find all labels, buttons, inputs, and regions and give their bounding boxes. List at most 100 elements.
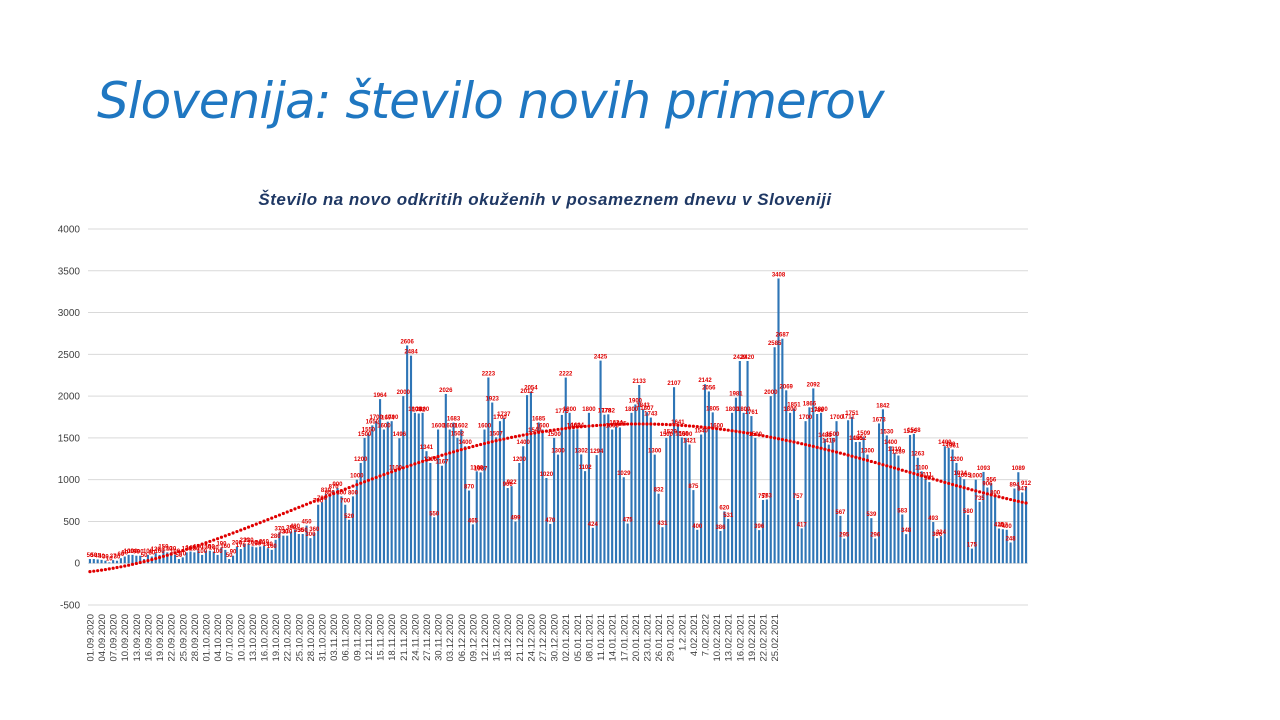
bar xyxy=(889,446,892,564)
y-tick-label: 4000 xyxy=(58,225,81,236)
bar xyxy=(642,409,645,564)
x-tick-label: 29.01.2021 xyxy=(666,614,677,662)
y-axis: -500 0 500 1000 1500 2000 2500 3000 3500 4000 xyxy=(58,225,81,612)
data-label: 150 xyxy=(201,545,212,551)
trend-point xyxy=(312,499,316,503)
trend-point xyxy=(629,422,634,426)
data-label: 1782 xyxy=(602,408,616,414)
data-label: 150 xyxy=(205,545,216,551)
data-label: 1263 xyxy=(911,452,925,458)
bar xyxy=(742,412,745,564)
data-label: 70 xyxy=(179,551,186,557)
data-label: 1509 xyxy=(857,431,871,437)
data-label: 1089 xyxy=(1012,466,1026,472)
data-label: 520 xyxy=(344,514,355,520)
bar xyxy=(131,554,134,564)
bar xyxy=(556,454,560,564)
bar xyxy=(204,550,208,564)
data-label: 1711 xyxy=(842,414,856,420)
data-label: 1700 xyxy=(385,415,399,421)
x-tick-label: 25.10.2020 xyxy=(294,614,305,662)
trend-point xyxy=(540,430,545,434)
x-tick-label: 20.01.2021 xyxy=(631,614,642,662)
trend-point xyxy=(680,423,684,427)
bar xyxy=(1021,492,1024,564)
data-label: 1964 xyxy=(373,393,387,399)
bar xyxy=(978,501,981,564)
trend-point xyxy=(324,495,328,499)
bar xyxy=(928,482,931,564)
data-label: 50 xyxy=(176,553,183,559)
data-label: 870 xyxy=(329,485,340,491)
bar xyxy=(270,549,273,564)
data-label: 531 xyxy=(723,513,734,519)
data-label: 583 xyxy=(897,509,908,515)
x-tick-label: 07.10.2020 xyxy=(225,614,236,662)
data-label: 757 xyxy=(758,494,769,500)
trend-point xyxy=(362,480,367,484)
data-label: 50 xyxy=(90,553,97,559)
data-label: 1087 xyxy=(474,466,488,472)
trend-point xyxy=(769,435,773,439)
x-tick-label: 22.10.2020 xyxy=(283,614,294,662)
data-label: 90 xyxy=(137,550,144,556)
x-tick-label: 27.12.2020 xyxy=(538,614,549,662)
slide-title: Slovenija: število novih primerov xyxy=(97,72,884,130)
x-tick-label: 16.02.2021 xyxy=(735,614,746,662)
trend-point xyxy=(997,495,1001,499)
data-label: 248 xyxy=(1006,537,1017,543)
bar xyxy=(181,557,184,564)
trend-point xyxy=(811,444,815,448)
data-label: 80 xyxy=(148,551,155,557)
trend-point xyxy=(154,556,158,561)
data-label: 1507 xyxy=(489,431,503,437)
trend-point xyxy=(134,561,138,566)
trend-point xyxy=(343,487,347,491)
bar xyxy=(502,418,505,564)
trend-point xyxy=(850,454,854,458)
data-label: 1673 xyxy=(872,417,886,423)
bar xyxy=(495,437,498,564)
bar xyxy=(437,429,440,564)
trend-point xyxy=(757,433,761,437)
trend-point xyxy=(409,463,413,467)
bar xyxy=(587,412,591,564)
data-label: 415 xyxy=(994,523,1005,529)
bar xyxy=(301,533,304,564)
data-label: 1800 xyxy=(563,407,577,413)
bar xyxy=(750,416,753,564)
data-label: 2420 xyxy=(733,355,747,361)
trend-point xyxy=(258,521,262,525)
x-tick-label: 04.10.2020 xyxy=(213,614,224,662)
data-label: 60 xyxy=(118,552,125,558)
data-label: 350 xyxy=(298,528,309,534)
trend-point xyxy=(301,504,305,508)
bar xyxy=(727,518,730,564)
data-label: 140 xyxy=(209,546,220,552)
x-tick-label: 01.09.2020 xyxy=(85,614,96,662)
bar xyxy=(912,433,915,564)
trend-point xyxy=(962,486,966,490)
data-label: 130 xyxy=(162,546,173,552)
bar xyxy=(286,535,289,564)
trend-point xyxy=(842,452,846,456)
x-tick-label: 16.10.2020 xyxy=(260,614,271,662)
bar xyxy=(773,347,776,564)
bar xyxy=(545,477,548,564)
bar xyxy=(920,471,923,564)
bar xyxy=(371,425,374,564)
bar xyxy=(104,560,107,564)
trend-point xyxy=(467,445,471,450)
trend-point xyxy=(231,531,235,535)
data-label: 580 xyxy=(963,509,974,515)
data-label: 90 xyxy=(133,550,140,556)
bar xyxy=(444,393,447,564)
bar xyxy=(777,278,780,564)
data-label: 1900 xyxy=(629,398,643,404)
data-label: 50 xyxy=(141,553,148,559)
bar xyxy=(467,490,471,564)
data-label: 757 xyxy=(793,494,804,500)
bar xyxy=(170,552,173,564)
trend-point xyxy=(96,569,100,573)
data-label: 80 xyxy=(121,551,128,557)
